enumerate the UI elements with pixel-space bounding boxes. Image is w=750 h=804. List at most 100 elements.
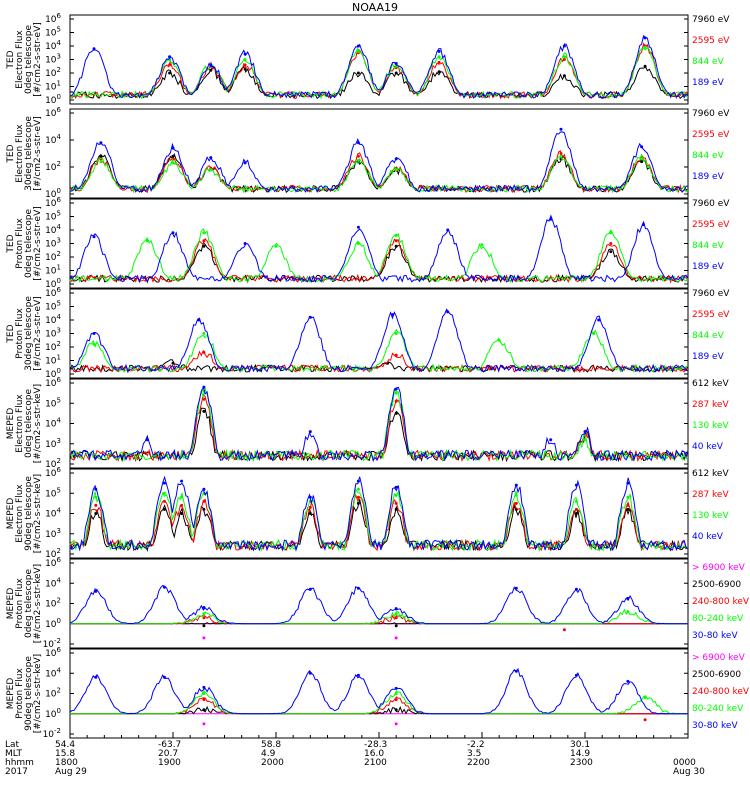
peak-point — [395, 612, 398, 615]
peak-point — [395, 168, 398, 171]
x-axis-hhmm-label: 2200 — [467, 758, 490, 768]
panel-ylabel: [#/cm2-s-str-keV] — [33, 654, 43, 733]
peak-point — [549, 218, 552, 221]
peak-point — [180, 504, 183, 507]
peak-point — [357, 488, 360, 491]
peak-point — [515, 587, 518, 590]
peak-point — [244, 68, 247, 71]
y-tick-label: 103 — [45, 527, 61, 540]
peak-point — [244, 53, 247, 56]
legend-entry: 612 keV — [692, 379, 729, 389]
peak-point — [202, 612, 205, 615]
legend-entry: 189 eV — [692, 78, 725, 88]
peak-point — [626, 504, 629, 507]
legend-entry: 844 eV — [692, 57, 725, 67]
peak-point — [202, 686, 205, 689]
legend-entry: 2595 eV — [692, 220, 730, 230]
peak-point — [94, 488, 97, 491]
y-tick-label: 100 — [45, 93, 61, 106]
peak-point — [395, 607, 398, 610]
peak-point — [209, 69, 212, 72]
x-axis-date-label: Aug 29 — [55, 767, 87, 777]
peak-point — [609, 242, 612, 245]
peak-point — [180, 480, 183, 483]
peak-point — [515, 502, 518, 505]
y-tick-label: 106 — [45, 106, 61, 119]
peak-point — [357, 155, 360, 158]
peak-point — [244, 63, 247, 66]
peak-point — [202, 708, 205, 711]
peak-point — [640, 160, 643, 163]
peak-point — [99, 155, 102, 158]
peak-point — [309, 588, 312, 591]
peak-point — [446, 310, 449, 313]
peak-point — [202, 231, 205, 234]
peak-point — [626, 610, 629, 613]
peak-point — [180, 496, 183, 499]
peak-point — [644, 696, 647, 699]
peak-point — [575, 484, 578, 487]
peak-point — [560, 155, 563, 158]
peak-point — [202, 698, 205, 701]
y-tick-label: 102 — [45, 66, 61, 79]
peak-point — [395, 624, 398, 627]
peak-point — [202, 488, 205, 491]
x-axis-hhmm-label: 2100 — [364, 758, 387, 768]
peak-point — [244, 58, 247, 61]
peak-point — [515, 670, 518, 673]
series-line-189-ev — [70, 36, 688, 98]
peak-point — [202, 606, 205, 609]
peak-point — [644, 46, 647, 49]
peak-point — [202, 410, 205, 413]
legend-entry: 40 keV — [692, 532, 724, 542]
peak-point — [395, 62, 398, 65]
peak-point — [99, 160, 102, 163]
peak-point — [163, 586, 166, 589]
peak-point — [202, 386, 205, 389]
y-tick-label: 105 — [45, 210, 61, 223]
legend-entry: 130 keV — [692, 421, 729, 431]
peak-point — [309, 496, 312, 499]
series-line-40-kev — [70, 387, 688, 460]
x-axis-date-label: Aug 30 — [673, 767, 705, 777]
y-tick-label: 100 — [45, 617, 61, 630]
legend-entry: 189 eV — [692, 352, 725, 362]
peak-point — [202, 692, 205, 695]
peak-point — [163, 482, 166, 485]
peak-point — [644, 36, 647, 39]
panel-ylabel: [#/cm2-s-str-keV] — [33, 384, 43, 463]
series-line-80-240-kev — [70, 610, 688, 624]
panel-ylabel: [#/cm2-s-str-keV] — [33, 564, 43, 643]
peak-point — [560, 128, 563, 131]
y-tick-label: 102 — [45, 597, 61, 610]
peak-point — [180, 512, 183, 515]
peak-point — [357, 226, 360, 229]
peak-point — [395, 708, 398, 711]
peak-point — [626, 508, 629, 511]
peak-point — [209, 63, 212, 66]
y-tick-label: 104 — [45, 417, 61, 430]
peak-point — [644, 718, 647, 721]
legend-entry: 7960 eV — [692, 109, 730, 119]
peak-point — [202, 332, 205, 335]
peak-point — [357, 45, 360, 48]
peak-point — [309, 506, 312, 509]
legend-entry: 130 keV — [692, 511, 729, 521]
peak-point — [94, 590, 97, 593]
peak-point — [168, 55, 171, 58]
peak-point — [642, 223, 645, 226]
legend-entry: 844 eV — [692, 151, 725, 161]
peak-point — [94, 676, 97, 679]
legend-entry: 2500-6900 — [692, 580, 741, 590]
peak-point — [209, 156, 212, 159]
peak-point — [202, 245, 205, 248]
peak-point — [244, 161, 247, 164]
legend-entry: > 6900 keV — [692, 653, 746, 663]
peak-point — [438, 55, 441, 58]
peak-point — [163, 508, 166, 511]
chart-title: NOAA19 — [352, 1, 398, 14]
